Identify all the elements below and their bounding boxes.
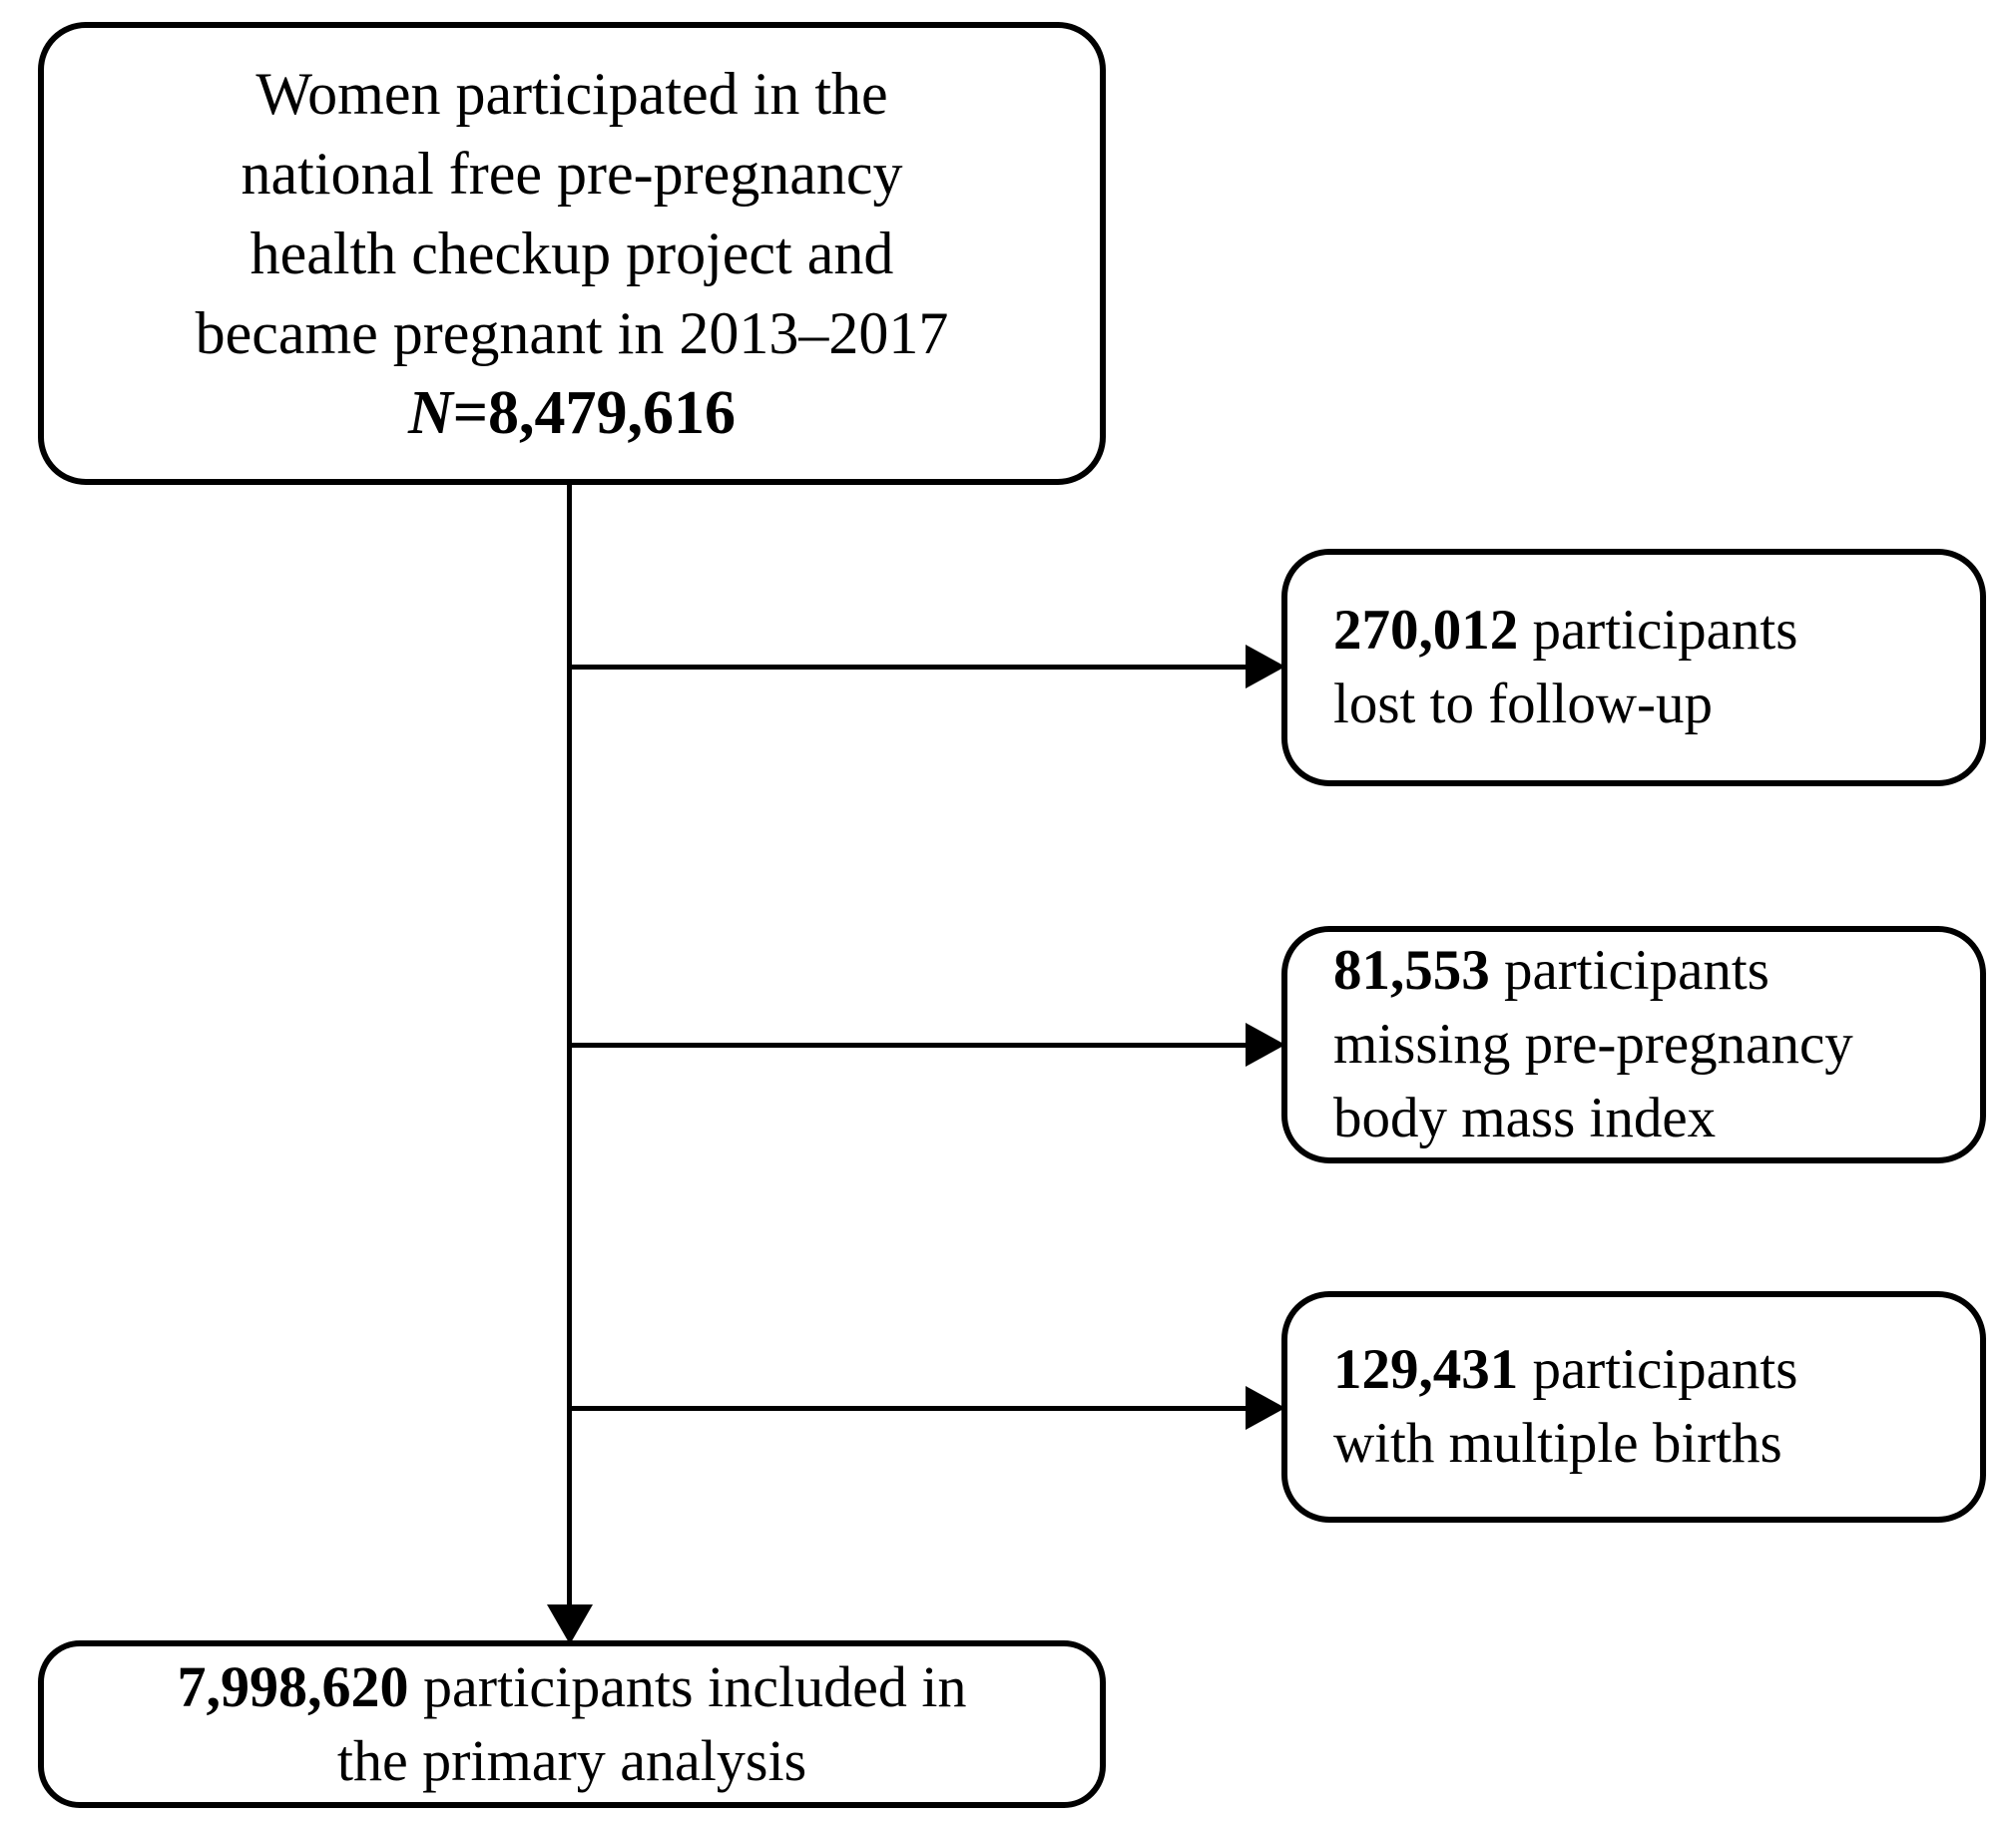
arrowhead-right-1-icon — [1246, 645, 1285, 688]
exclusion-2-line-3: body mass index — [1333, 1087, 1717, 1149]
arrowhead-down-icon — [547, 1604, 593, 1644]
source-population-line-1: Women participated in the — [255, 61, 888, 127]
exclusion-3-line-1: 129,431 participants — [1333, 1333, 1970, 1407]
n-value: =8,479,616 — [452, 379, 737, 447]
exclusion-2-count: 81,553 — [1333, 939, 1490, 1002]
branch-connector-line-1 — [569, 665, 1246, 670]
branch-connector-line-2 — [569, 1043, 1246, 1048]
exclusion-3-label: participants — [1518, 1338, 1798, 1401]
arrowhead-right-2-icon — [1246, 1023, 1285, 1067]
final-analysis-line-1: 7,998,620 participants included in — [44, 1650, 1100, 1724]
source-population-count: N=8,479,616 — [44, 373, 1100, 453]
exclusion-1-line-1: 270,012 participants — [1333, 594, 1970, 668]
exclusion-box-multiple-births: 129,431 participants with multiple birth… — [1281, 1291, 1986, 1523]
exclusion-box-missing-bmi: 81,553 participants missing pre-pregnanc… — [1281, 926, 1986, 1163]
final-analysis-count: 7,998,620 — [177, 1654, 409, 1719]
source-population-box: Women participated in the national free … — [38, 22, 1106, 485]
source-population-line-3: health checkup project and — [250, 221, 894, 286]
n-symbol: N — [407, 379, 453, 447]
exclusion-1-line-2: lost to follow-up — [1333, 673, 1713, 735]
exclusion-3-line-2: with multiple births — [1333, 1412, 1782, 1475]
exclusion-1-label: participants — [1518, 599, 1798, 662]
exclusion-3-count: 129,431 — [1333, 1338, 1519, 1401]
branch-connector-line-3 — [569, 1406, 1246, 1411]
exclusion-2-line-1: 81,553 participants — [1333, 934, 1970, 1008]
source-population-line-4: became pregnant in 2013–2017 — [195, 300, 949, 366]
exclusion-2-line-2: missing pre-pregnancy — [1333, 1013, 1853, 1076]
exclusion-1-count: 270,012 — [1333, 599, 1519, 662]
source-population-line-2: national free pre-pregnancy — [241, 141, 903, 207]
exclusion-box-lost-to-follow-up: 270,012 participants lost to follow-up — [1281, 549, 1986, 786]
exclusion-2-label: participants — [1489, 939, 1769, 1002]
final-analysis-box: 7,998,620 participants included in the p… — [38, 1640, 1106, 1808]
final-analysis-line-2: the primary analysis — [336, 1728, 807, 1793]
arrowhead-right-3-icon — [1246, 1386, 1285, 1430]
final-analysis-label: participants included in — [408, 1654, 967, 1719]
